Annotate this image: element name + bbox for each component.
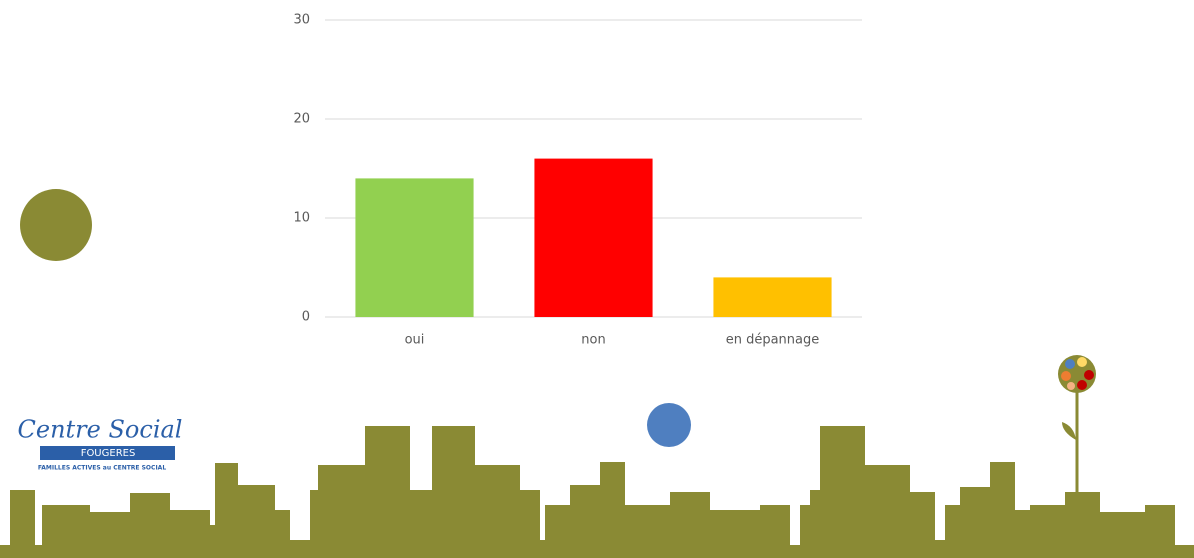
logo-town: FOUGERES [81,448,136,459]
y-tick-label: 10 [293,211,310,226]
bar [713,277,831,317]
slide: Centre Social FOUGERES FAMILLES ACTIVES … [0,0,1194,558]
y-tick-label: 20 [293,112,310,127]
decor-circle [20,189,92,261]
y-tick-label: 0 [302,310,310,325]
logo-title: Centre Social [18,416,183,444]
bar [355,178,473,317]
decor-circle [647,403,691,447]
bar [534,159,652,317]
flower [1058,355,1096,494]
x-tick-label: oui [405,333,425,348]
y-tick-label: 30 [293,13,310,28]
logo-tagline: FAMILLES ACTIVES au CENTRE SOCIAL [38,465,166,472]
x-tick-label: en dépannage [726,333,820,348]
x-tick-label: non [581,333,605,348]
logo: Centre Social FOUGERES FAMILLES ACTIVES … [18,405,183,480]
